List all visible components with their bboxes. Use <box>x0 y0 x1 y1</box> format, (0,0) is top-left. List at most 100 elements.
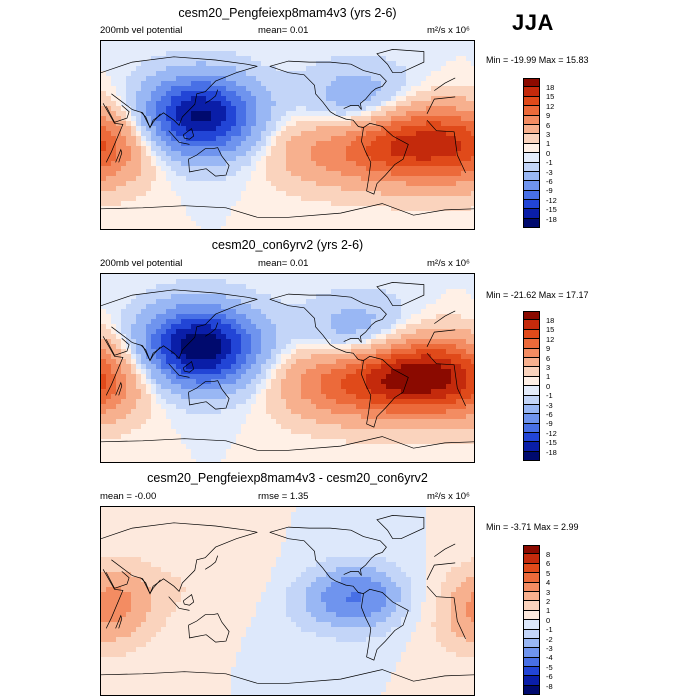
field-cell <box>326 284 332 290</box>
field-cell <box>156 329 162 335</box>
field-cell <box>201 206 207 212</box>
field-cell <box>386 379 392 385</box>
field-cell <box>111 404 117 410</box>
field-cell <box>261 181 267 187</box>
field-cell <box>171 81 177 87</box>
field-cell <box>261 226 267 229</box>
field-cell <box>311 76 317 82</box>
field-cell <box>306 409 312 415</box>
field-cell <box>101 146 107 152</box>
field-cell <box>421 319 427 325</box>
field-cell <box>146 151 152 157</box>
field-cell <box>126 76 132 82</box>
field-cell <box>366 81 372 87</box>
field-cell <box>441 111 447 117</box>
field-cell <box>216 304 222 310</box>
field-cell <box>176 61 182 67</box>
field-cell <box>271 359 277 365</box>
field-cell <box>411 344 417 350</box>
field-cell <box>461 324 467 330</box>
field-cell <box>221 186 227 192</box>
field-cell <box>346 181 352 187</box>
field-cell <box>111 354 117 360</box>
field-cell <box>276 181 282 187</box>
field-cell <box>251 304 257 310</box>
field-cell <box>431 136 437 142</box>
field-cell <box>471 41 474 47</box>
field-cell <box>151 329 157 335</box>
field-cell <box>281 151 287 157</box>
field-cell <box>281 344 287 350</box>
field-cell <box>146 46 152 52</box>
field-cell <box>291 131 297 137</box>
field-cell <box>301 379 307 385</box>
field-cell <box>141 166 147 172</box>
field-cell <box>296 46 302 52</box>
field-cell <box>446 354 452 360</box>
field-cell <box>156 51 162 57</box>
field-cell <box>106 279 112 285</box>
field-cell <box>381 41 387 47</box>
field-cell <box>266 349 272 355</box>
field-cell <box>206 91 212 97</box>
field-cell <box>121 226 127 229</box>
field-cell <box>471 166 474 172</box>
field-cell <box>326 304 332 310</box>
field-cell <box>231 379 237 385</box>
field-cell <box>446 379 452 385</box>
field-cell <box>281 96 287 102</box>
field-cell <box>351 399 357 405</box>
field-cell <box>161 309 167 315</box>
field-cell <box>381 146 387 152</box>
field-cell <box>341 359 347 365</box>
field-cell <box>216 221 222 227</box>
field-cell <box>376 41 382 47</box>
field-cell <box>101 329 107 335</box>
field-cell <box>456 379 462 385</box>
field-cell <box>111 399 117 405</box>
field-cell <box>431 166 437 172</box>
field-cell <box>326 394 332 400</box>
field-cell <box>356 81 362 87</box>
field-cell <box>191 274 197 280</box>
field-cell <box>221 196 227 202</box>
field-cell <box>316 409 322 415</box>
field-cell <box>356 309 362 315</box>
field-cell <box>156 96 162 102</box>
field-cell <box>311 384 317 390</box>
field-cell <box>286 186 292 192</box>
field-cell <box>371 304 377 310</box>
field-cell <box>316 161 322 167</box>
field-cell <box>466 294 472 300</box>
field-cell <box>301 284 307 290</box>
field-cell <box>231 46 237 52</box>
field-cell <box>336 166 342 172</box>
field-cell <box>291 41 297 47</box>
field-cell <box>396 191 402 197</box>
field-cell <box>106 51 112 57</box>
field-cell <box>186 374 192 380</box>
field-cell <box>451 141 457 147</box>
field-cell <box>366 379 372 385</box>
field-cell <box>271 284 277 290</box>
field-cell <box>471 384 474 390</box>
field-cell <box>176 374 182 380</box>
field-cell <box>361 111 367 117</box>
field-cell <box>276 284 282 290</box>
field-cell <box>101 379 107 385</box>
field-cell <box>101 359 107 365</box>
field-cell <box>156 339 162 345</box>
field-cell <box>461 299 467 305</box>
field-cell <box>181 379 187 385</box>
field-cell <box>176 46 182 52</box>
field-cell <box>451 334 457 340</box>
field-cell <box>431 384 437 390</box>
colorbar-tick-label: 9 <box>546 111 551 121</box>
field-cell <box>116 91 122 97</box>
field-cell <box>221 86 227 92</box>
field-cell <box>346 354 352 360</box>
field-cell <box>186 304 192 310</box>
field-cell <box>421 274 427 280</box>
field-cell <box>211 196 217 202</box>
field-cell <box>316 56 322 62</box>
